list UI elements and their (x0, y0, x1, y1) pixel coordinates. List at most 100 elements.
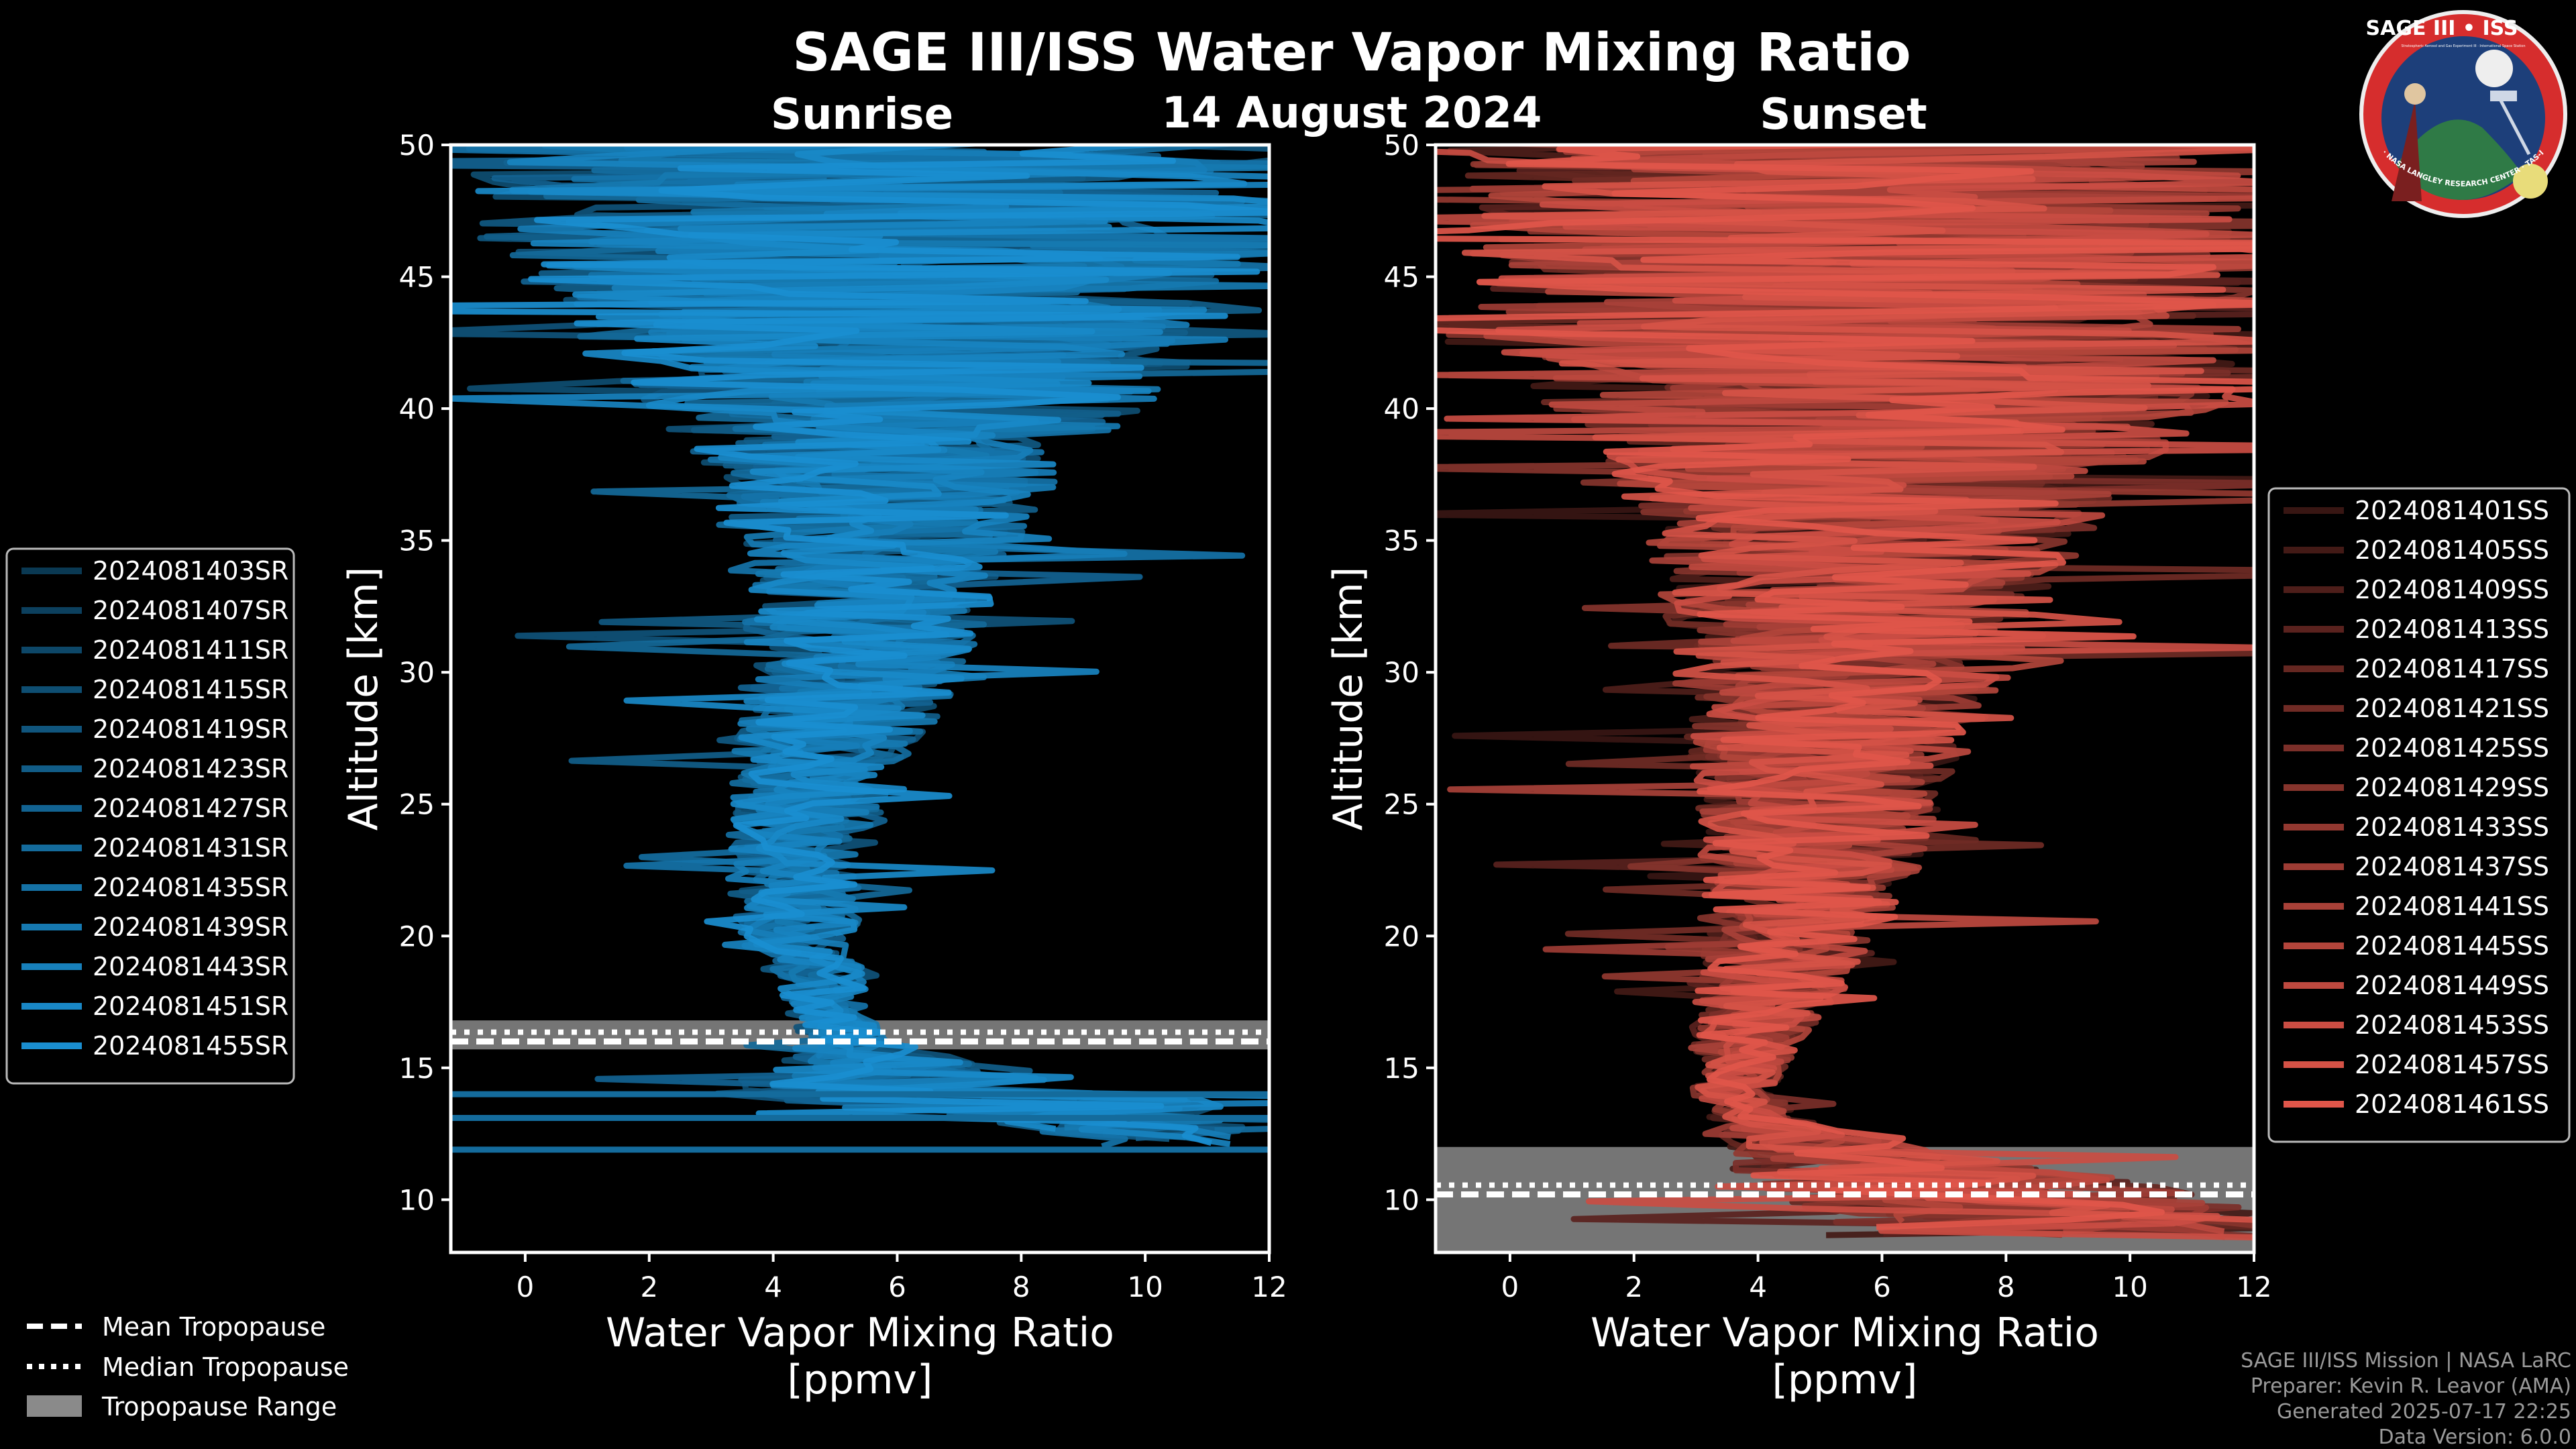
x-tick-label: 10 (2112, 1271, 2147, 1303)
x-tick-label: 6 (1873, 1271, 1891, 1303)
x-tick-label: 8 (1997, 1271, 2015, 1303)
y-tick-label: 35 (1384, 525, 1419, 557)
x-tick-label: 4 (1749, 1271, 1767, 1303)
chart-title: SAGE III/ISS Water Vapor Mixing Ratio (792, 23, 1911, 83)
x-axis-label: Water Vapor Mixing Ratio (1591, 1309, 2099, 1356)
y-tick-label: 10 (1384, 1183, 1419, 1216)
y-tick-label: 40 (1384, 392, 1419, 425)
profile-line-2024081441SS (1447, 145, 2254, 1236)
y-tick-label: 15 (1384, 1052, 1419, 1085)
legend-label-2024081425SS: 2024081425SS (2355, 733, 2549, 763)
legend-label-2024081423SR: 2024081423SR (93, 754, 288, 784)
plot-area (1436, 145, 2254, 1252)
x-axis-unit-label: [ppmv] (788, 1356, 933, 1403)
legend-label-2024081439SR: 2024081439SR (93, 912, 288, 942)
credit-line-3: Generated 2025-07-17 22:25 (2277, 1400, 2571, 1424)
legend-label-2024081421SS: 2024081421SS (2355, 694, 2549, 723)
x-tick-label: 12 (2236, 1271, 2271, 1303)
credit-line-4: Data Version: 6.0.0 (2379, 1426, 2571, 1449)
legend-label-2024081445SS: 2024081445SS (2355, 931, 2549, 961)
x-tick-label: 2 (1625, 1271, 1643, 1303)
legend-label-2024081403SR: 2024081403SR (93, 556, 288, 586)
sunset-panel: 0 2 4 6 8 10 12 10 15 20 25 30 35 40 45 50 Water Vapor M… (1325, 129, 2272, 1403)
legend-label-2024081413SS: 2024081413SS (2355, 614, 2549, 644)
logo-text: Stratospheric Aerosol and Gas Experiment… (2401, 44, 2525, 48)
sun-icon (2513, 164, 2548, 199)
legend-label-2024081417SS: 2024081417SS (2355, 654, 2549, 684)
legend-label-2024081441SS: 2024081441SS (2355, 892, 2549, 921)
y-tick-label: 20 (1384, 920, 1419, 953)
figure-head-icon (2404, 83, 2426, 105)
x-tick-label: 4 (764, 1271, 782, 1303)
legend-label-2024081435SR: 2024081435SR (93, 873, 288, 902)
x-tick-label: 0 (1501, 1271, 1519, 1303)
x-tick-label: 10 (1127, 1271, 1163, 1303)
x-tick-label: 2 (640, 1271, 658, 1303)
plot-area (451, 145, 1269, 1153)
y-tick-label: 30 (1384, 656, 1419, 689)
legend-frame (2267, 487, 2571, 1143)
tropopause-range-swatch (27, 1395, 82, 1417)
y-tick-label: 40 (399, 392, 435, 425)
credits: SAGE III/ISS Mission | NASA LaRC Prepare… (2241, 1349, 2571, 1449)
x-tick-label: 0 (517, 1271, 535, 1303)
tropopause-legend: Mean Tropopause Median Tropopause Tropop… (27, 1312, 349, 1421)
y-tick-label: 50 (1384, 129, 1419, 162)
x-tick-label: 6 (888, 1271, 906, 1303)
credit-line-2: Preparer: Kevin R. Leavor (AMA) (2251, 1375, 2571, 1398)
sunrise-panel: 0 2 4 6 8 10 12 10 15 20 25 30 35 40 45 50 Water Vapor M… (340, 129, 1287, 1403)
y-axis-label: Altitude [km] (340, 567, 387, 831)
iss-icon (2490, 91, 2517, 101)
y-tick-label: 45 (399, 261, 435, 294)
x-axis-unit-label: [ppmv] (1772, 1356, 1918, 1403)
x-tick-label: 8 (1012, 1271, 1030, 1303)
legend-label-2024081449SS: 2024081449SS (2355, 971, 2549, 1000)
median-tropopause-label: Median Tropopause (102, 1352, 349, 1382)
axes-frame (1434, 143, 2256, 1254)
legend-label-2024081429SS: 2024081429SS (2355, 773, 2549, 802)
legend-label-2024081455SR: 2024081455SR (93, 1031, 288, 1061)
earth-icon (2396, 119, 2522, 200)
legend-label-2024081415SR: 2024081415SR (93, 675, 288, 704)
y-tick-label: 15 (399, 1052, 435, 1085)
legend-frame (5, 547, 295, 1085)
moon-icon (2475, 50, 2513, 87)
legend-label-2024081419SR: 2024081419SR (93, 714, 288, 744)
legend-label-2024081401SS: 2024081401SS (2355, 496, 2549, 525)
x-axis-label: Water Vapor Mixing Ratio (606, 1309, 1114, 1356)
figure-robe-icon (2392, 101, 2422, 201)
sunrise-subtitle: Sunrise (771, 90, 953, 140)
legend-label-2024081453SS: 2024081453SS (2355, 1010, 2549, 1040)
legend-label-2024081411SR: 2024081411SR (93, 635, 288, 665)
y-tick-label: 10 (399, 1183, 435, 1216)
legend-label-2024081437SS: 2024081437SS (2355, 852, 2549, 881)
legend-label-2024081443SR: 2024081443SR (93, 952, 288, 981)
satellite-beam-icon (2499, 99, 2531, 156)
x-tick-label: 12 (1251, 1271, 1287, 1303)
legend-label-2024081405SS: 2024081405SS (2355, 535, 2549, 565)
logo-title: SAGE III • ISS (2366, 17, 2518, 40)
axes-frame (449, 143, 1271, 1254)
legend-label-2024081409SS: 2024081409SS (2355, 575, 2549, 604)
legend-label-2024081431SR: 2024081431SR (93, 833, 288, 863)
sunset-subtitle: Sunset (1760, 90, 1927, 140)
legend-label-2024081427SR: 2024081427SR (93, 794, 288, 823)
y-axis-label: Altitude [km] (1325, 567, 1372, 831)
legend-label-2024081407SR: 2024081407SR (93, 596, 288, 625)
chart-date: 14 August 2024 (1162, 89, 1542, 138)
credit-line-1: SAGE III/ISS Mission | NASA LaRC (2241, 1349, 2571, 1373)
mean-tropopause-label: Mean Tropopause (102, 1312, 325, 1342)
legend-label-2024081451SR: 2024081451SR (93, 991, 288, 1021)
legend-label-2024081433SS: 2024081433SS (2355, 812, 2549, 842)
tropopause-range-label: Tropopause Range (101, 1392, 337, 1421)
profile-line-2024081455SR (451, 145, 1269, 1146)
y-tick-label: 35 (399, 525, 435, 557)
y-tick-label: 30 (399, 656, 435, 689)
y-tick-label: 45 (1384, 261, 1419, 294)
legend-label-2024081461SS: 2024081461SS (2355, 1089, 2549, 1119)
profile-line-2024081461SS (1436, 145, 2254, 1230)
legend-label-2024081457SS: 2024081457SS (2355, 1050, 2549, 1079)
y-tick-label: 20 (399, 920, 435, 953)
y-tick-label: 50 (399, 129, 435, 162)
